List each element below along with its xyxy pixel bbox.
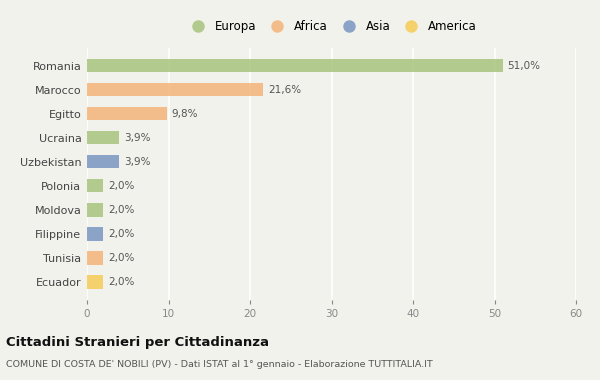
Text: 2,0%: 2,0% xyxy=(108,253,134,263)
Text: 51,0%: 51,0% xyxy=(508,60,541,71)
Bar xyxy=(87,227,103,241)
Legend: Europa, Africa, Asia, America: Europa, Africa, Asia, America xyxy=(184,18,479,36)
Text: COMUNE DI COSTA DE' NOBILI (PV) - Dati ISTAT al 1° gennaio - Elaborazione TUTTIT: COMUNE DI COSTA DE' NOBILI (PV) - Dati I… xyxy=(6,360,433,369)
Bar xyxy=(87,203,103,217)
Text: 21,6%: 21,6% xyxy=(268,85,301,95)
Bar xyxy=(87,252,103,264)
Bar xyxy=(87,59,503,72)
Bar xyxy=(87,83,263,96)
Bar xyxy=(87,131,119,144)
Bar xyxy=(87,155,119,168)
Bar xyxy=(87,107,167,120)
Text: 2,0%: 2,0% xyxy=(108,181,134,191)
Text: 2,0%: 2,0% xyxy=(108,277,134,287)
Bar xyxy=(87,276,103,289)
Text: 3,9%: 3,9% xyxy=(124,157,150,167)
Bar xyxy=(87,179,103,193)
Text: 9,8%: 9,8% xyxy=(172,109,198,119)
Text: 3,9%: 3,9% xyxy=(124,133,150,143)
Text: 2,0%: 2,0% xyxy=(108,229,134,239)
Text: 2,0%: 2,0% xyxy=(108,205,134,215)
Text: Cittadini Stranieri per Cittadinanza: Cittadini Stranieri per Cittadinanza xyxy=(6,336,269,349)
